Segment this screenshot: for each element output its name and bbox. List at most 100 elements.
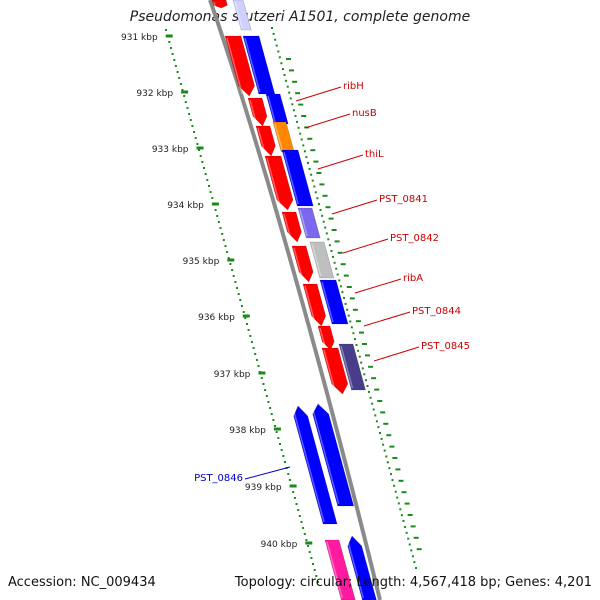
outer-scale-dots xyxy=(165,29,319,583)
scale-dot xyxy=(308,551,311,553)
scale-dot xyxy=(302,527,305,529)
gene-arrow-red[interactable] xyxy=(317,325,335,351)
genome-backbone xyxy=(208,0,382,600)
inner-tick-mark xyxy=(325,206,331,209)
scale-dot xyxy=(328,244,331,247)
scale-dot xyxy=(330,250,333,252)
tick-label: 937 kbp xyxy=(214,370,251,380)
scale-dot xyxy=(312,563,314,565)
gene-arrow-red[interactable] xyxy=(291,245,314,283)
scale-dot xyxy=(402,520,405,522)
scale-dot xyxy=(352,332,355,335)
scale-dot xyxy=(184,101,187,103)
accession-text: Accession: NC_009434 xyxy=(8,575,156,590)
scale-dot xyxy=(214,209,217,211)
scale-dot xyxy=(280,62,283,65)
scale-dot xyxy=(333,261,336,264)
gene-box-blue[interactable] xyxy=(265,93,289,125)
scale-dot xyxy=(303,533,306,535)
scale-dot xyxy=(317,581,319,583)
scale-dot xyxy=(216,215,219,217)
gene-label[interactable]: ribA xyxy=(403,273,423,284)
scale-dot xyxy=(322,220,325,223)
inner-tick-mark xyxy=(322,194,328,197)
scale-dot xyxy=(286,85,289,88)
gene-arrow-red[interactable] xyxy=(302,283,327,327)
gene-arrow-red[interactable] xyxy=(255,125,276,157)
gene-arrow-red[interactable] xyxy=(321,347,349,395)
gene-label[interactable]: PST_0842 xyxy=(390,233,439,244)
scale-dot xyxy=(300,138,303,141)
gene-label[interactable]: ribH xyxy=(343,81,364,92)
scale-dot xyxy=(179,83,182,85)
gene-leader-line xyxy=(331,199,378,215)
gene-label[interactable]: PST_0845 xyxy=(421,341,470,352)
gene-arrow-blue[interactable] xyxy=(346,535,377,600)
gene-box-orange[interactable] xyxy=(272,121,295,153)
inner-scale-dots xyxy=(271,27,417,569)
scale-dot xyxy=(354,338,356,341)
scale-dot xyxy=(310,557,313,559)
scale-dot xyxy=(272,32,275,35)
scale-dot xyxy=(178,77,181,79)
scale-dot xyxy=(242,311,245,313)
inner-tick-mark xyxy=(319,183,325,186)
major-tick-mark xyxy=(165,34,173,38)
gene-box-blue[interactable] xyxy=(319,279,349,325)
inner-tick-mark xyxy=(349,297,355,300)
scale-dot xyxy=(232,275,235,277)
inner-tick-mark xyxy=(395,468,401,471)
scale-dot xyxy=(236,287,238,289)
gene-box-lavender[interactable] xyxy=(232,0,252,31)
scale-dot xyxy=(284,461,286,463)
inner-tick-mark xyxy=(310,149,316,152)
scale-dot xyxy=(271,27,273,29)
scale-dot xyxy=(300,521,303,523)
tick-label: 931 kbp xyxy=(121,33,158,43)
gene-box-darkslate[interactable] xyxy=(338,343,366,391)
inner-tick-mark xyxy=(340,263,346,266)
gene-arrow-red[interactable] xyxy=(264,155,294,211)
scale-dot xyxy=(386,461,389,464)
gene-box-slateblue[interactable] xyxy=(297,207,321,239)
inner-tick-mark xyxy=(343,274,349,277)
major-tick-mark xyxy=(289,484,297,488)
inner-tick-mark xyxy=(337,251,343,254)
scale-dot xyxy=(346,308,349,311)
scale-dot xyxy=(355,344,358,346)
gene-arrow-blue[interactable] xyxy=(292,405,338,525)
scale-dot xyxy=(181,89,184,91)
gene-arrow-red[interactable] xyxy=(281,211,302,243)
scale-dot xyxy=(275,431,278,433)
scale-dot xyxy=(399,508,402,511)
gene-box-blue[interactable] xyxy=(281,149,314,207)
inner-tick-mark xyxy=(334,240,340,243)
gene-leader-line xyxy=(373,346,420,362)
tick-label: 935 kbp xyxy=(183,257,220,267)
gene-arrow-red[interactable] xyxy=(247,97,268,127)
scale-dot xyxy=(308,167,311,170)
scale-dot xyxy=(390,473,392,476)
gene-box-pink[interactable] xyxy=(324,539,356,600)
gene-label[interactable]: PST_0841 xyxy=(379,194,428,205)
scale-dot xyxy=(244,317,247,319)
gene-label[interactable]: PST_0846 xyxy=(194,473,243,484)
inner-tick-mark xyxy=(331,229,337,231)
gene-leader-line xyxy=(342,238,389,254)
gene-arrow-blue[interactable] xyxy=(311,403,355,507)
scale-dot xyxy=(208,185,210,187)
gene-label[interactable]: thiL xyxy=(365,149,384,160)
inner-tick-mark xyxy=(301,115,307,117)
scale-dot xyxy=(204,173,207,175)
gene-arrow-red[interactable] xyxy=(224,35,255,97)
scale-dot xyxy=(291,103,294,106)
gene-label[interactable]: PST_0844 xyxy=(412,306,461,317)
gene-arrow-red[interactable] xyxy=(211,0,228,9)
scale-dot xyxy=(383,449,386,452)
inner-tick-mark xyxy=(371,377,377,380)
scale-dot xyxy=(262,383,265,385)
scale-dot xyxy=(260,377,263,379)
scale-dot xyxy=(388,467,391,470)
gene-label[interactable]: nusB xyxy=(352,108,377,119)
gene-box-gray[interactable] xyxy=(309,241,335,279)
